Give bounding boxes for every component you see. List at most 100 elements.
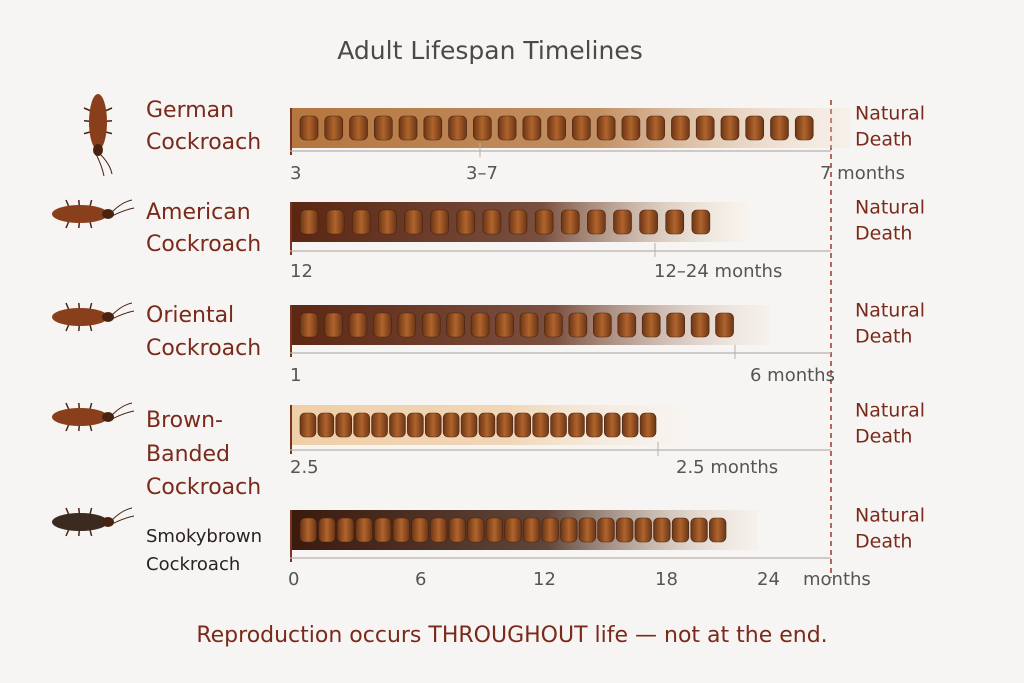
egg-capsule <box>691 209 711 235</box>
row: Oriental Cockroach 1 6 months Natural Death <box>52 300 925 386</box>
egg-capsule <box>373 312 392 338</box>
egg-capsule <box>325 209 345 235</box>
species-name: Cockroach <box>146 130 261 155</box>
egg-capsule <box>568 412 585 438</box>
egg-capsule <box>349 115 368 141</box>
egg-capsule <box>586 412 603 438</box>
egg-capsule <box>324 312 343 338</box>
egg-capsule <box>547 115 566 141</box>
egg-capsule <box>467 517 485 543</box>
body <box>52 308 108 326</box>
egg-capsule <box>639 412 657 438</box>
species-name: Smokybrown <box>146 526 262 547</box>
egg-capsule <box>519 312 539 338</box>
egg-capsule <box>353 412 370 438</box>
egg-capsule <box>603 412 621 438</box>
egg-capsule <box>446 312 465 338</box>
egg-capsule <box>351 209 371 235</box>
egg-capsule <box>578 517 597 543</box>
egg-capsule <box>560 209 580 235</box>
tick-label: 12–24 months <box>654 261 782 282</box>
egg-capsule <box>695 115 715 141</box>
end-label: Natural <box>855 103 925 125</box>
row: Brown- Banded Cockroach 2.5 2.5 months Natura… <box>52 400 925 500</box>
egg-capsule <box>593 312 612 338</box>
species-name: Oriental <box>146 303 234 328</box>
egg-capsule <box>348 312 368 338</box>
egg-capsule <box>720 115 740 141</box>
head <box>102 209 114 219</box>
egg-capsule <box>355 517 373 543</box>
head <box>102 312 114 322</box>
egg-capsule <box>671 115 690 141</box>
egg-capsule <box>424 412 442 438</box>
egg-capsule <box>508 209 528 235</box>
egg-capsule <box>460 412 478 438</box>
egg-capsule <box>621 115 641 141</box>
egg-capsule <box>485 517 503 543</box>
body <box>52 513 108 531</box>
footer: Reproduction occurs THROUGHOUT life — no… <box>196 623 827 648</box>
species-name: Cockroach <box>146 475 261 500</box>
head <box>102 412 114 422</box>
egg-capsule <box>430 209 449 235</box>
end-label: Death <box>855 129 912 151</box>
egg-capsule <box>639 209 658 235</box>
end-label: Death <box>855 426 912 448</box>
end-label: Death <box>855 531 912 553</box>
cockroach-icon <box>52 302 135 332</box>
egg-capsule <box>299 115 319 141</box>
end-label: Natural <box>855 197 925 219</box>
egg-capsule <box>646 115 665 141</box>
egg-capsule <box>641 312 661 338</box>
egg-capsule <box>335 412 352 438</box>
egg-capsule <box>665 209 685 235</box>
egg-capsule <box>634 517 652 543</box>
species-name: Banded <box>146 442 230 467</box>
egg-capsule <box>398 115 418 141</box>
antenna <box>111 199 135 217</box>
row: American Cockroach 12 12–24 months Natural De… <box>52 197 925 282</box>
tick-label: months <box>803 569 871 590</box>
egg-capsule <box>389 412 406 438</box>
egg-capsule <box>617 312 637 338</box>
tick-label: 2.5 months <box>676 457 778 478</box>
cockroach-icon <box>52 507 135 537</box>
egg-capsule <box>318 517 336 543</box>
egg-capsule <box>770 115 789 141</box>
egg-capsule <box>448 115 467 141</box>
cockroach-icon <box>52 199 135 229</box>
egg-capsule <box>470 312 490 338</box>
end-label: Death <box>855 223 912 245</box>
body <box>52 205 108 223</box>
antenna <box>111 507 135 525</box>
egg-capsule <box>478 412 496 438</box>
egg-capsule <box>621 412 639 438</box>
egg-capsule <box>597 517 615 543</box>
tick-label: 3–7 <box>466 163 498 184</box>
egg-capsule <box>373 115 393 141</box>
egg-capsule <box>429 517 448 543</box>
egg-capsule <box>473 115 492 141</box>
egg-capsule <box>374 517 392 543</box>
tick-label: 12 <box>290 261 313 282</box>
egg-capsule <box>299 412 317 438</box>
egg-capsule <box>613 209 632 235</box>
body <box>89 94 107 150</box>
antenna <box>111 302 135 320</box>
egg-capsule <box>523 517 541 543</box>
head <box>93 144 103 156</box>
egg-capsule <box>371 412 388 438</box>
head <box>102 517 114 527</box>
egg-capsule <box>745 115 765 141</box>
tick-label: 6 months <box>750 365 835 386</box>
egg-capsule <box>671 517 690 543</box>
tick-label: 3 <box>290 163 301 184</box>
species-name: German <box>146 98 234 123</box>
egg-capsule <box>482 209 502 235</box>
egg-capsule <box>317 412 335 438</box>
tick-label: 24 <box>757 569 780 590</box>
species-name: Cockroach <box>146 336 261 361</box>
egg-capsule <box>534 209 554 235</box>
